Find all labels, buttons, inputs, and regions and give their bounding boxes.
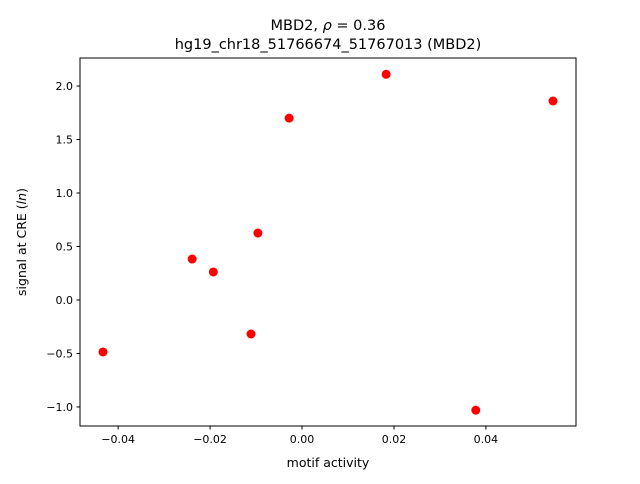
x-tick-label: 0.04	[474, 433, 499, 446]
x-tick-label: −0.04	[101, 433, 135, 446]
data-point	[253, 228, 263, 238]
data-point	[284, 113, 294, 123]
chart-title-line1: MBD2, ρ = 0.36	[271, 18, 386, 34]
y-tick-label: 0.0	[56, 294, 74, 307]
data-point	[548, 96, 558, 106]
data-point	[246, 329, 256, 339]
y-axis-label: signal at CRE (ln)	[14, 188, 29, 296]
data-point	[381, 69, 391, 79]
y-tick-label: −0.5	[46, 347, 73, 360]
data-point	[187, 254, 197, 264]
data-point	[471, 405, 481, 415]
data-point	[208, 267, 218, 277]
x-axis-label: motif activity	[287, 455, 370, 470]
y-tick-label: −1.0	[46, 401, 73, 414]
y-tick-label: 1.0	[56, 187, 74, 200]
y-tick-label: 1.5	[56, 134, 74, 147]
plot-frame	[79, 57, 577, 427]
x-tick-label: 0.02	[382, 433, 407, 446]
x-tick-label: −0.02	[193, 433, 227, 446]
data-point	[98, 347, 108, 357]
chart-title-line2: hg19_chr18_51766674_51767013 (MBD2)	[175, 37, 482, 53]
x-tick-label: 0.00	[290, 433, 315, 446]
y-tick-label: 2.0	[56, 80, 74, 93]
y-tick-label: 0.5	[56, 240, 74, 253]
